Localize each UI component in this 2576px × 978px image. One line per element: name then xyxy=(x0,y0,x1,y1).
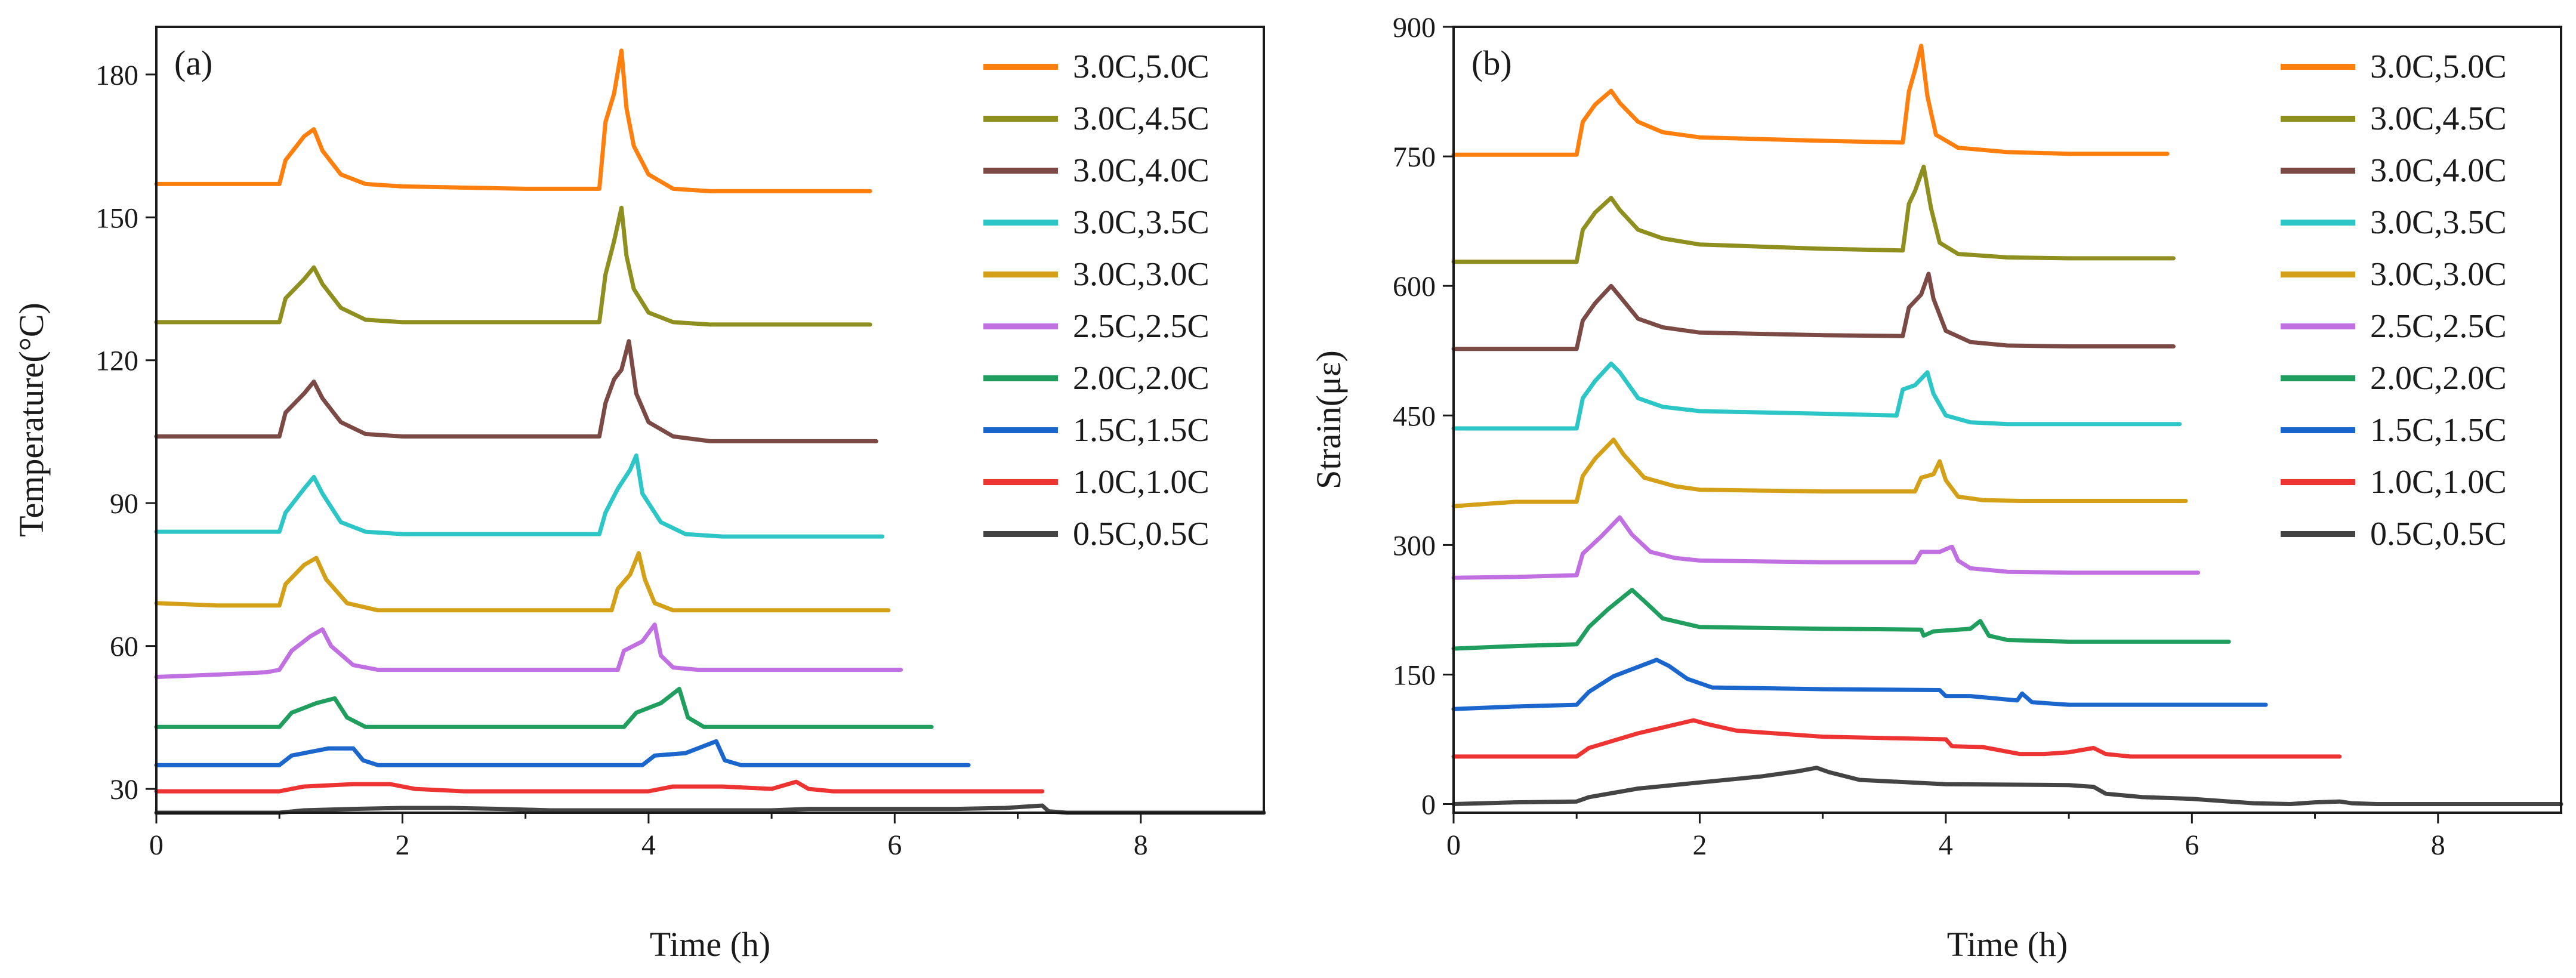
legend-label: 0.5C,0.5C xyxy=(2370,516,2507,553)
x-tick-label: 6 xyxy=(887,829,902,861)
legend-item: 0.5C,0.5C xyxy=(983,516,1210,553)
y-tick-label: 600 xyxy=(1393,271,1436,303)
legend-label: 3.0C,5.0C xyxy=(2370,48,2507,85)
legend-item: 1.0C,1.0C xyxy=(2281,464,2507,501)
legend-label: 2.5C,2.5C xyxy=(2370,308,2507,345)
x-tick-label: 4 xyxy=(641,829,656,861)
plot-frame xyxy=(1452,26,2562,814)
legend-item: 3.0C,4.5C xyxy=(983,100,1210,137)
series-line-3-0c-4-0c xyxy=(1451,272,2176,351)
legend-label: 3.0C,4.0C xyxy=(2370,152,2507,189)
legend-item: 3.0C,3.5C xyxy=(2281,204,2507,241)
legend-item: 2.5C,2.5C xyxy=(983,308,1210,345)
legend-item: 3.0C,5.0C xyxy=(983,48,1210,85)
plot-frame xyxy=(155,26,1265,814)
legend-item: 3.0C,4.0C xyxy=(983,152,1210,189)
y-axis-title: Temperature(°C) xyxy=(12,303,51,537)
y-tick-label: 30 xyxy=(110,774,138,806)
series-line-1-0c-1-0c xyxy=(1451,718,2342,759)
series-line-2-5c-2-5c xyxy=(154,622,903,679)
series-line-1-5c-1-5c xyxy=(1451,658,2268,711)
y-tick-label: 90 xyxy=(110,488,138,520)
legend-item: 3.0C,4.0C xyxy=(2281,152,2507,189)
y-tick-label: 300 xyxy=(1393,530,1436,561)
x-tick-label: 0 xyxy=(149,829,163,861)
legend-item: 1.5C,1.5C xyxy=(983,412,1210,449)
y-tick-label: 180 xyxy=(95,60,138,91)
y-tick-label: 150 xyxy=(1393,659,1436,691)
legend-label: 2.0C,2.0C xyxy=(2370,360,2507,397)
legend-item: 2.0C,2.0C xyxy=(983,360,1210,397)
series-group xyxy=(1451,44,2563,806)
x-tick-label: 2 xyxy=(1692,829,1707,861)
legend-label: 1.5C,1.5C xyxy=(1073,412,1210,449)
y-tick-label: 120 xyxy=(95,345,138,377)
series-line-2-0c-2-0c xyxy=(154,687,934,729)
series-line-0-5c-0-5c xyxy=(154,803,1266,815)
panel-label: (a) xyxy=(174,44,212,82)
chart-panel-a: 0 2 4 6 8 30 60 90 120 150 180 Time (h) Temperature(… xyxy=(12,26,1266,964)
legend-label: 3.0C,4.5C xyxy=(1073,100,1210,137)
x-tick-label: 8 xyxy=(2431,829,2445,861)
chart-panel-b: 0 2 4 6 8 0 150 300 450 600 750 900 Time (h) Strain(μ… xyxy=(1309,12,2563,964)
y-tick-label: 900 xyxy=(1393,12,1436,44)
y-tick-label: 750 xyxy=(1393,141,1436,173)
legend-label: 1.0C,1.0C xyxy=(1073,464,1210,501)
series-line-3-0c-4-0c xyxy=(154,339,878,443)
x-tick-label: 4 xyxy=(1939,829,1953,861)
x-tick-label: 6 xyxy=(2185,829,2199,861)
legend-label: 3.0C,3.5C xyxy=(2370,204,2507,241)
y-tick-label: 450 xyxy=(1393,400,1436,432)
legend-item: 1.5C,1.5C xyxy=(2281,412,2507,449)
series-line-1-5c-1-5c xyxy=(154,739,971,767)
legend-item: 2.5C,2.5C xyxy=(2281,308,2507,345)
y-axis-title: Strain(με) xyxy=(1309,350,1348,489)
legend-label: 2.5C,2.5C xyxy=(1073,308,1210,345)
series-line-2-5c-2-5c xyxy=(1451,515,2201,580)
series-line-3-0c-4-5c xyxy=(154,205,872,327)
series-line-3-0c-3-5c xyxy=(1451,361,2182,431)
legend-item: 3.0C,3.0C xyxy=(2281,256,2507,293)
series-line-2-0c-2-0c xyxy=(1451,588,2231,651)
x-tick-label: 0 xyxy=(1446,829,1461,861)
legend-label: 3.0C,5.0C xyxy=(1073,48,1210,85)
series-line-1-0c-1-0c xyxy=(154,779,1045,794)
series-line-3-0c-5-0c xyxy=(154,48,872,193)
y-tick-label: 0 xyxy=(1421,789,1436,821)
series-line-3-0c-3-0c xyxy=(1451,437,2188,508)
series-line-3-0c-5-0c xyxy=(1451,44,2170,157)
panel-label: (b) xyxy=(1471,44,1512,82)
series-line-3-0c-3-0c xyxy=(154,551,891,613)
legend-label: 3.0C,4.0C xyxy=(1073,152,1210,189)
legend-item: 3.0C,4.5C xyxy=(2281,100,2507,137)
series-line-3-0c-4-5c xyxy=(1451,165,2176,264)
x-tick-label: 8 xyxy=(1134,829,1148,861)
legend-item: 3.0C,3.5C xyxy=(983,204,1210,241)
legend-label: 3.0C,4.5C xyxy=(2370,100,2507,137)
x-axis-title: Time (h) xyxy=(650,925,771,964)
legend-label: 3.0C,3.5C xyxy=(1073,204,1210,241)
y-tick-label: 150 xyxy=(95,202,138,234)
legend-label: 1.0C,1.0C xyxy=(2370,464,2507,501)
y-tick-label: 60 xyxy=(110,631,138,663)
legend-item: 1.0C,1.0C xyxy=(983,464,1210,501)
series-line-3-0c-3-5c xyxy=(154,453,885,539)
legend-item: 2.0C,2.0C xyxy=(2281,360,2507,397)
legend-item: 0.5C,0.5C xyxy=(2281,516,2507,553)
x-tick-label: 2 xyxy=(395,829,409,861)
legend: 3.0C,5.0C 3.0C,4.5C 3.0C,4.0C 3.0C,3.5C 3.0C… xyxy=(983,48,1210,553)
legend-item: 3.0C,3.0C xyxy=(983,256,1210,293)
legend-label: 3.0C,3.0C xyxy=(1073,256,1210,293)
legend: 3.0C,5.0C 3.0C,4.5C 3.0C,4.0C 3.0C,3.5C 3.0C… xyxy=(2281,48,2507,553)
series-line-0-5c-0-5c xyxy=(1451,766,2563,806)
series-group xyxy=(154,48,1266,815)
legend-label: 1.5C,1.5C xyxy=(2370,412,2507,449)
legend-label: 0.5C,0.5C xyxy=(1073,516,1210,553)
legend-label: 3.0C,3.0C xyxy=(2370,256,2507,293)
x-axis-title: Time (h) xyxy=(1947,925,2068,964)
legend-item: 3.0C,5.0C xyxy=(2281,48,2507,85)
legend-label: 2.0C,2.0C xyxy=(1073,360,1210,397)
